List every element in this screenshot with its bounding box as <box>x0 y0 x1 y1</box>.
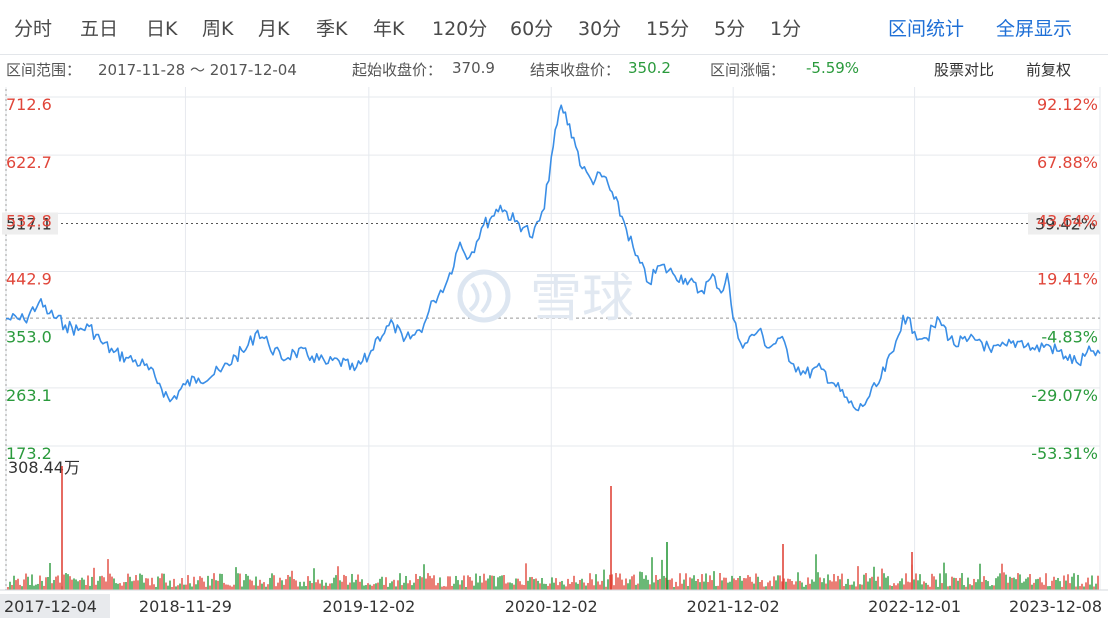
tab-5-min[interactable]: 5分 <box>714 18 746 40</box>
period-tab-bar: 分时 五日 日K 周K 月K 季K 年K 120分 60分 30分 15分 5分… <box>0 0 1108 55</box>
tab-weekly-k[interactable]: 周K <box>202 18 234 40</box>
y-tick-label-left: 442.9 <box>6 270 52 289</box>
crosshair-pct-label: 39.42% <box>1035 214 1096 233</box>
x-tick-label: 2019-12-02 <box>322 597 415 616</box>
tab-120-min[interactable]: 120分 <box>432 18 488 40</box>
end-close-label: 结束收盘价： <box>530 61 621 79</box>
watermark-logo-mark <box>468 280 492 314</box>
y-tick-label-left: 173.2 <box>6 444 52 463</box>
range-change-value: -5.59% <box>806 59 860 77</box>
x-tick-label: 2018-11-29 <box>139 597 232 616</box>
tab-15-min[interactable]: 15分 <box>646 18 690 40</box>
x-tick-label: 2017-12-04 <box>4 597 97 616</box>
crosshair: 517.1 39.42% <box>2 212 1100 235</box>
x-tick-highlight <box>0 594 110 618</box>
y-tick-label-right: 19.41% <box>1037 270 1098 289</box>
tab-quarterly-k[interactable]: 季K <box>316 18 348 40</box>
volume-bars: 308.44万 <box>7 458 1099 590</box>
x-axis: 2017-12-04 2018-11-29 2019-12-02 2020-12-02… <box>0 589 1108 618</box>
x-tick-label: 2021-12-02 <box>687 597 780 616</box>
tab-monthly-k[interactable]: 月K <box>258 18 290 40</box>
price-line-group <box>6 104 1101 412</box>
y-tick-label-left: 263.1 <box>6 386 52 405</box>
price-line <box>6 104 1101 412</box>
volume-max-label: 308.44万 <box>8 458 80 477</box>
y-tick-label-left: 353.0 <box>6 328 52 347</box>
y-tick-label-right: 43.64% <box>1037 211 1098 230</box>
watermark: 雪球 <box>457 269 634 329</box>
watermark-text: 雪球 <box>530 269 634 329</box>
y-tick-label-right: -53.31% <box>1031 444 1098 463</box>
y-tick-label-right: 67.88% <box>1037 153 1098 172</box>
crosshair-price-box <box>2 212 58 235</box>
tab-1-min[interactable]: 1分 <box>770 18 802 40</box>
tab-timeshare[interactable]: 分时 <box>14 18 53 40</box>
start-close-value: 370.9 <box>452 59 495 77</box>
tab-five-day[interactable]: 五日 <box>80 18 119 40</box>
x-tick-label: 2023-12-08 <box>1009 597 1102 616</box>
tab-30-min[interactable]: 30分 <box>578 18 622 40</box>
y-tick-label-right: 92.12% <box>1037 95 1098 114</box>
adjust-mode-button[interactable]: 前复权 <box>1026 61 1072 79</box>
tab-yearly-k[interactable]: 年K <box>373 18 405 40</box>
start-close-label: 起始收盘价： <box>352 61 443 79</box>
y-tick-label-left: 712.6 <box>6 95 52 114</box>
price-chart[interactable]: 雪球 517.1 39.42% 712.6 92.12% 622.7 67.88% 532… <box>0 86 1108 630</box>
grid <box>5 87 1101 590</box>
stock-compare-button[interactable]: 股票对比 <box>934 61 995 79</box>
fullscreen-link[interactable]: 全屏显示 <box>996 18 1073 40</box>
y-tick-label-right: -29.07% <box>1031 386 1098 405</box>
y-tick-label-right: -4.83% <box>1041 328 1098 347</box>
range-change-label: 区间涨幅： <box>710 61 786 79</box>
x-tick-label: 2020-12-02 <box>505 597 598 616</box>
crosshair-pct-box <box>1028 212 1100 235</box>
range-info-bar: 区间范围： 2017-11-28 ～ 2017-12-04 起始收盘价： 370… <box>0 55 1108 85</box>
y-tick-label-left: 532.8 <box>6 211 52 230</box>
y-tick-label-left: 622.7 <box>6 153 52 172</box>
tab-60-min[interactable]: 60分 <box>510 18 554 40</box>
range-stats-link[interactable]: 区间统计 <box>888 18 965 40</box>
range-value: 2017-11-28 ～ 2017-12-04 <box>98 61 297 79</box>
x-tick-label: 2022-12-01 <box>868 597 961 616</box>
range-label: 区间范围： <box>6 61 82 79</box>
tab-daily-k[interactable]: 日K <box>146 18 178 40</box>
end-close-value: 350.2 <box>628 59 671 77</box>
crosshair-price-label: 517.1 <box>6 214 52 233</box>
axis-labels: 712.6 92.12% 622.7 67.88% 532.8 43.64% 442.9 19… <box>6 95 1098 463</box>
watermark-logo-icon <box>457 269 511 323</box>
